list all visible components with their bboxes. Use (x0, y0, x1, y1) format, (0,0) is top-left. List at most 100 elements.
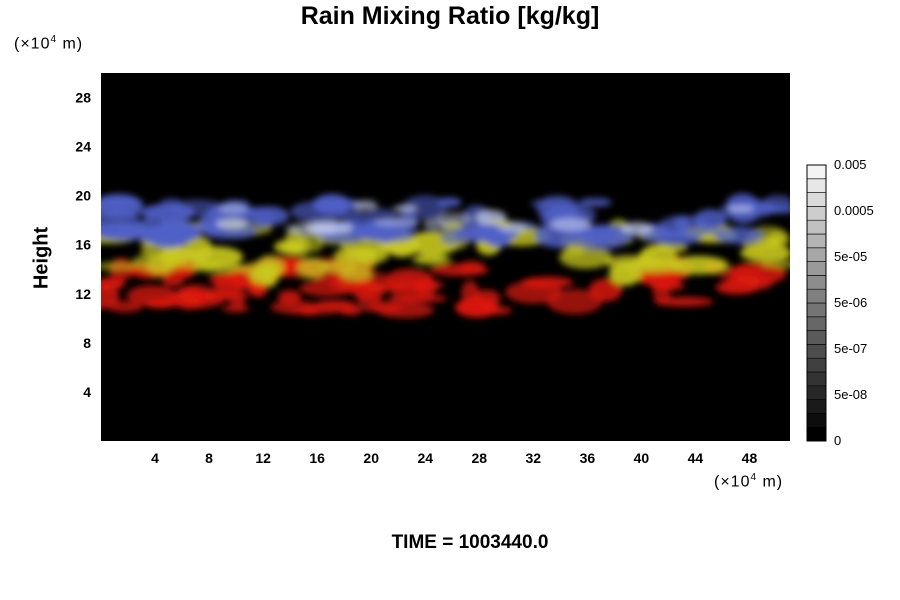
x-tick-label: 8 (205, 450, 213, 466)
x-tick-label: 40 (634, 450, 650, 466)
field-cell (652, 281, 671, 305)
colorbar-level (806, 385, 827, 400)
field-cell (668, 255, 729, 275)
field-peak (474, 209, 507, 225)
field-peak (353, 200, 378, 211)
colorbar-level (806, 219, 827, 235)
field-cell (101, 221, 150, 240)
field-cell (357, 246, 378, 270)
colorbar-level (806, 330, 827, 345)
y-tick-label: 12 (75, 286, 91, 302)
colorbar-level (806, 357, 827, 373)
field-cell (101, 262, 137, 271)
field-cell (208, 273, 244, 285)
field-cell (536, 195, 580, 221)
colorbar-label: 5e-08 (834, 387, 867, 402)
colorbar-level (806, 344, 827, 359)
field-peak (549, 217, 592, 231)
field-cell (588, 278, 623, 302)
colorbar-label: 5e-07 (834, 341, 867, 356)
x-tick-label: 24 (417, 450, 433, 466)
field-band-1 (101, 251, 787, 319)
x-tick-label: 20 (363, 450, 379, 466)
field-cell (184, 236, 213, 262)
field-peak (373, 217, 419, 227)
field-cell (145, 222, 192, 249)
x-tick-label: 48 (742, 450, 758, 466)
colorbar-label: 0 (834, 433, 841, 448)
y-tick-label: 4 (83, 384, 91, 400)
colorbar-level (806, 413, 827, 428)
field-peak (726, 205, 754, 213)
colorbar-level (806, 233, 827, 249)
x-tick-label: 16 (309, 450, 325, 466)
field-layer (101, 193, 790, 319)
field-cell (505, 280, 562, 304)
field-cell (101, 277, 125, 290)
x-tick-label: 32 (526, 450, 542, 466)
field-cell (101, 193, 144, 219)
field-cell (240, 206, 276, 229)
x-tick-label: 44 (688, 450, 704, 466)
field-cell (654, 296, 714, 307)
colorbar-level (806, 275, 827, 290)
field-cell (180, 261, 223, 271)
colorbar-level (806, 426, 827, 442)
field-peaks (215, 200, 754, 236)
x-tick-label: 36 (580, 450, 596, 466)
field-cell (290, 201, 346, 223)
colorbar-level (806, 316, 827, 331)
y-axis-unit: (×104 m) (14, 34, 84, 53)
field-cell (415, 253, 447, 263)
field-cell (173, 286, 206, 310)
colorbar-label: 0.0005 (834, 203, 874, 218)
colorbar-level (806, 178, 827, 193)
field-cell (338, 305, 363, 316)
field-peak (620, 222, 654, 235)
colorbar-level (806, 192, 827, 207)
colorbar-level (806, 247, 827, 262)
colorbar-level (806, 206, 827, 221)
field-cell (204, 225, 257, 240)
field-peak (285, 222, 336, 236)
colorbar-level (806, 164, 827, 180)
field-cell (107, 300, 143, 313)
colorbar-label: 5e-06 (834, 295, 867, 310)
colorbar-level (806, 399, 827, 414)
field-cell (440, 228, 465, 246)
colorbar-label: 0.005 (834, 157, 867, 172)
colorbar-label: 5e-05 (834, 249, 867, 264)
y-tick-label: 24 (75, 139, 91, 155)
y-tick-label: 16 (75, 237, 91, 253)
x-tick-label: 12 (255, 450, 271, 466)
y-tick-label: 8 (83, 335, 91, 351)
field-cell (402, 195, 448, 220)
field-cell (584, 229, 613, 245)
field-cell (376, 302, 434, 319)
field-cell (715, 280, 759, 295)
field-cell (657, 215, 711, 240)
field-peak (215, 218, 248, 229)
field-cell (390, 276, 428, 301)
field-cell (126, 285, 177, 306)
x-tick-label: 28 (471, 450, 487, 466)
field-cell (221, 304, 250, 313)
field-cell (131, 252, 187, 272)
field-peak (423, 218, 448, 230)
field-peak (218, 203, 248, 215)
colorbar-level (806, 288, 827, 304)
chart-title: Rain Mixing Ratio [kg/kg] (300, 2, 600, 30)
colorbar-level (806, 371, 827, 387)
field-cell (639, 244, 678, 269)
field-cell (484, 227, 513, 248)
field-cell (297, 257, 328, 279)
x-tick-label: 4 (151, 450, 159, 466)
field-cell (169, 199, 226, 217)
field-cell (562, 246, 585, 256)
colorbar-level (806, 302, 827, 318)
y-tick-label: 28 (75, 90, 91, 106)
field-cell (455, 297, 499, 318)
field-peak (498, 221, 527, 234)
